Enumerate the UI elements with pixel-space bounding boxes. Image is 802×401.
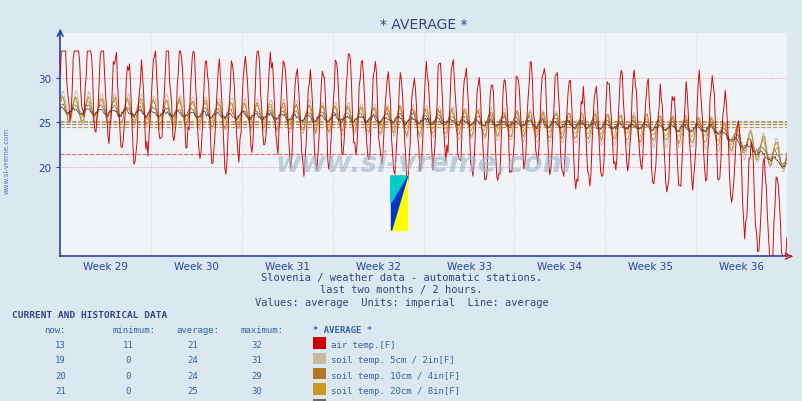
Text: 24: 24 bbox=[187, 371, 198, 380]
Text: 31: 31 bbox=[251, 356, 262, 365]
Text: 24: 24 bbox=[187, 356, 198, 365]
Text: 0: 0 bbox=[126, 371, 131, 380]
Text: 20: 20 bbox=[55, 371, 66, 380]
Text: 21: 21 bbox=[187, 340, 198, 349]
Text: 19: 19 bbox=[55, 356, 66, 365]
Polygon shape bbox=[391, 176, 407, 230]
Text: 29: 29 bbox=[251, 371, 262, 380]
Text: 13: 13 bbox=[55, 340, 66, 349]
Text: maximum:: maximum: bbox=[241, 325, 284, 334]
Text: 30: 30 bbox=[251, 386, 262, 395]
Text: soil temp. 5cm / 2in[F]: soil temp. 5cm / 2in[F] bbox=[330, 356, 454, 365]
Text: www.si-vreme.com: www.si-vreme.com bbox=[3, 128, 10, 193]
Text: minimum:: minimum: bbox=[112, 325, 156, 334]
Text: 32: 32 bbox=[251, 340, 262, 349]
Text: 11: 11 bbox=[123, 340, 134, 349]
Text: average:: average: bbox=[176, 325, 220, 334]
Title: * AVERAGE *: * AVERAGE * bbox=[379, 18, 467, 32]
Text: CURRENT AND HISTORICAL DATA: CURRENT AND HISTORICAL DATA bbox=[12, 310, 167, 319]
Text: soil temp. 10cm / 4in[F]: soil temp. 10cm / 4in[F] bbox=[330, 371, 460, 380]
Text: air temp.[F]: air temp.[F] bbox=[330, 340, 395, 349]
Text: Values: average  Units: imperial  Line: average: Values: average Units: imperial Line: av… bbox=[254, 298, 548, 308]
Text: Slovenia / weather data - automatic stations.: Slovenia / weather data - automatic stat… bbox=[261, 272, 541, 282]
Text: soil temp. 20cm / 8in[F]: soil temp. 20cm / 8in[F] bbox=[330, 386, 460, 395]
Text: * AVERAGE *: * AVERAGE * bbox=[313, 325, 372, 334]
Polygon shape bbox=[391, 176, 407, 203]
Text: 25: 25 bbox=[187, 386, 198, 395]
Text: www.si-vreme.com: www.si-vreme.com bbox=[275, 149, 571, 177]
Text: now:: now: bbox=[44, 325, 66, 334]
Text: last two months / 2 hours.: last two months / 2 hours. bbox=[320, 285, 482, 295]
Text: 21: 21 bbox=[55, 386, 66, 395]
Text: 0: 0 bbox=[126, 356, 131, 365]
Polygon shape bbox=[391, 176, 407, 230]
Text: 0: 0 bbox=[126, 386, 131, 395]
